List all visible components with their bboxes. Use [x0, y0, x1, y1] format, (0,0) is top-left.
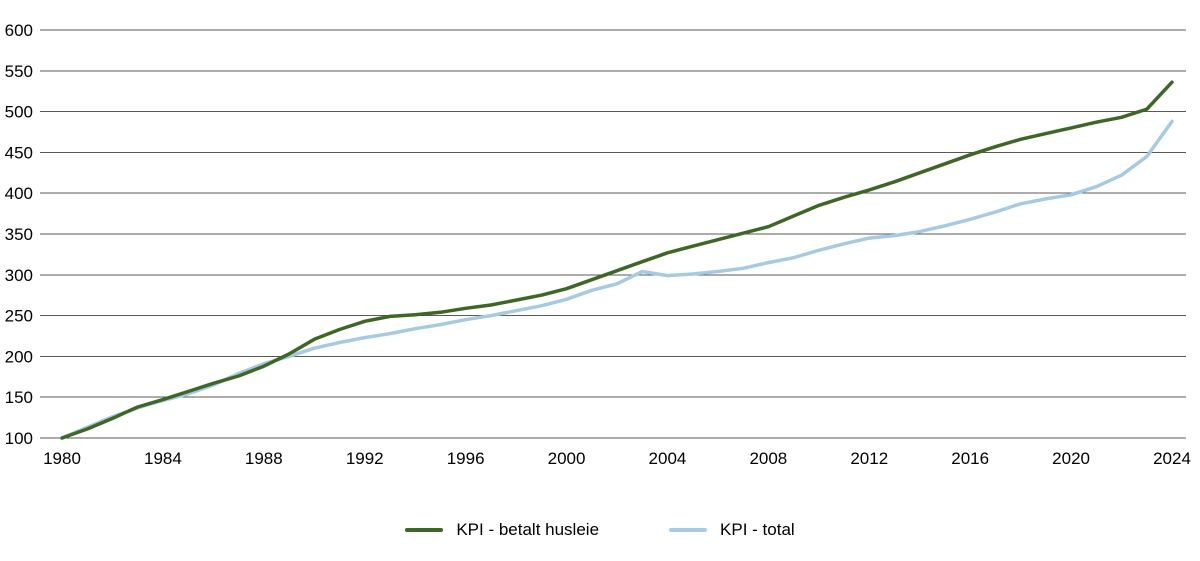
y-axis-tick-label: 450	[5, 143, 33, 162]
chart-canvas: 100 150 200 250 300 350 400 450 500 550 600 1980 198…	[5, 21, 1191, 468]
legend-item-kpi-total: KPI - total	[669, 520, 795, 540]
y-axis-tick-label: 100	[5, 429, 33, 448]
y-axis-tick-label: 500	[5, 103, 33, 122]
legend-label-kpi-total: KPI - total	[720, 520, 795, 539]
series-line-kpi-total	[60, 119, 1174, 440]
legend-item-kpi-betalt-husleie: KPI - betalt husleie	[405, 520, 599, 540]
y-axis-tick-label: 250	[5, 307, 33, 326]
x-axis-tick-label: 2004	[649, 449, 687, 468]
y-axis-tick-label: 350	[5, 225, 33, 244]
y-axis-tick-label: 600	[5, 21, 33, 40]
x-axis-tick-label: 2016	[951, 449, 989, 468]
x-axis-tick-label: 1992	[346, 449, 384, 468]
x-axis-tick-label: 1984	[144, 449, 182, 468]
y-axis-tick-label: 150	[5, 388, 33, 407]
y-axis-tick-label: 400	[5, 184, 33, 203]
legend-swatch-green-line-icon	[405, 527, 444, 533]
y-axis-tick-label: 550	[5, 62, 33, 81]
series-line-kpi-betalt-husleie	[60, 80, 1174, 440]
x-axis-tick-label: 2000	[548, 449, 586, 468]
y-axis-tick-label: 200	[5, 347, 33, 366]
x-axis-tick-label: 1988	[245, 449, 283, 468]
x-axis-tick-label: 1980	[43, 449, 81, 468]
x-axis-tick-label: 2024	[1153, 449, 1191, 468]
chart-legend: KPI - betalt husleie KPI - total	[0, 520, 1200, 540]
legend-label-kpi-betalt-husleie: KPI - betalt husleie	[456, 520, 600, 539]
y-axis-tick-label: 300	[5, 266, 33, 285]
legend-swatch-blue-line-icon	[669, 527, 708, 533]
x-axis-tick-label: 2008	[749, 449, 787, 468]
x-axis-tick-label: 2020	[1052, 449, 1090, 468]
x-axis-tick-label: 2012	[850, 449, 888, 468]
x-axis-tick-label: 1996	[447, 449, 485, 468]
